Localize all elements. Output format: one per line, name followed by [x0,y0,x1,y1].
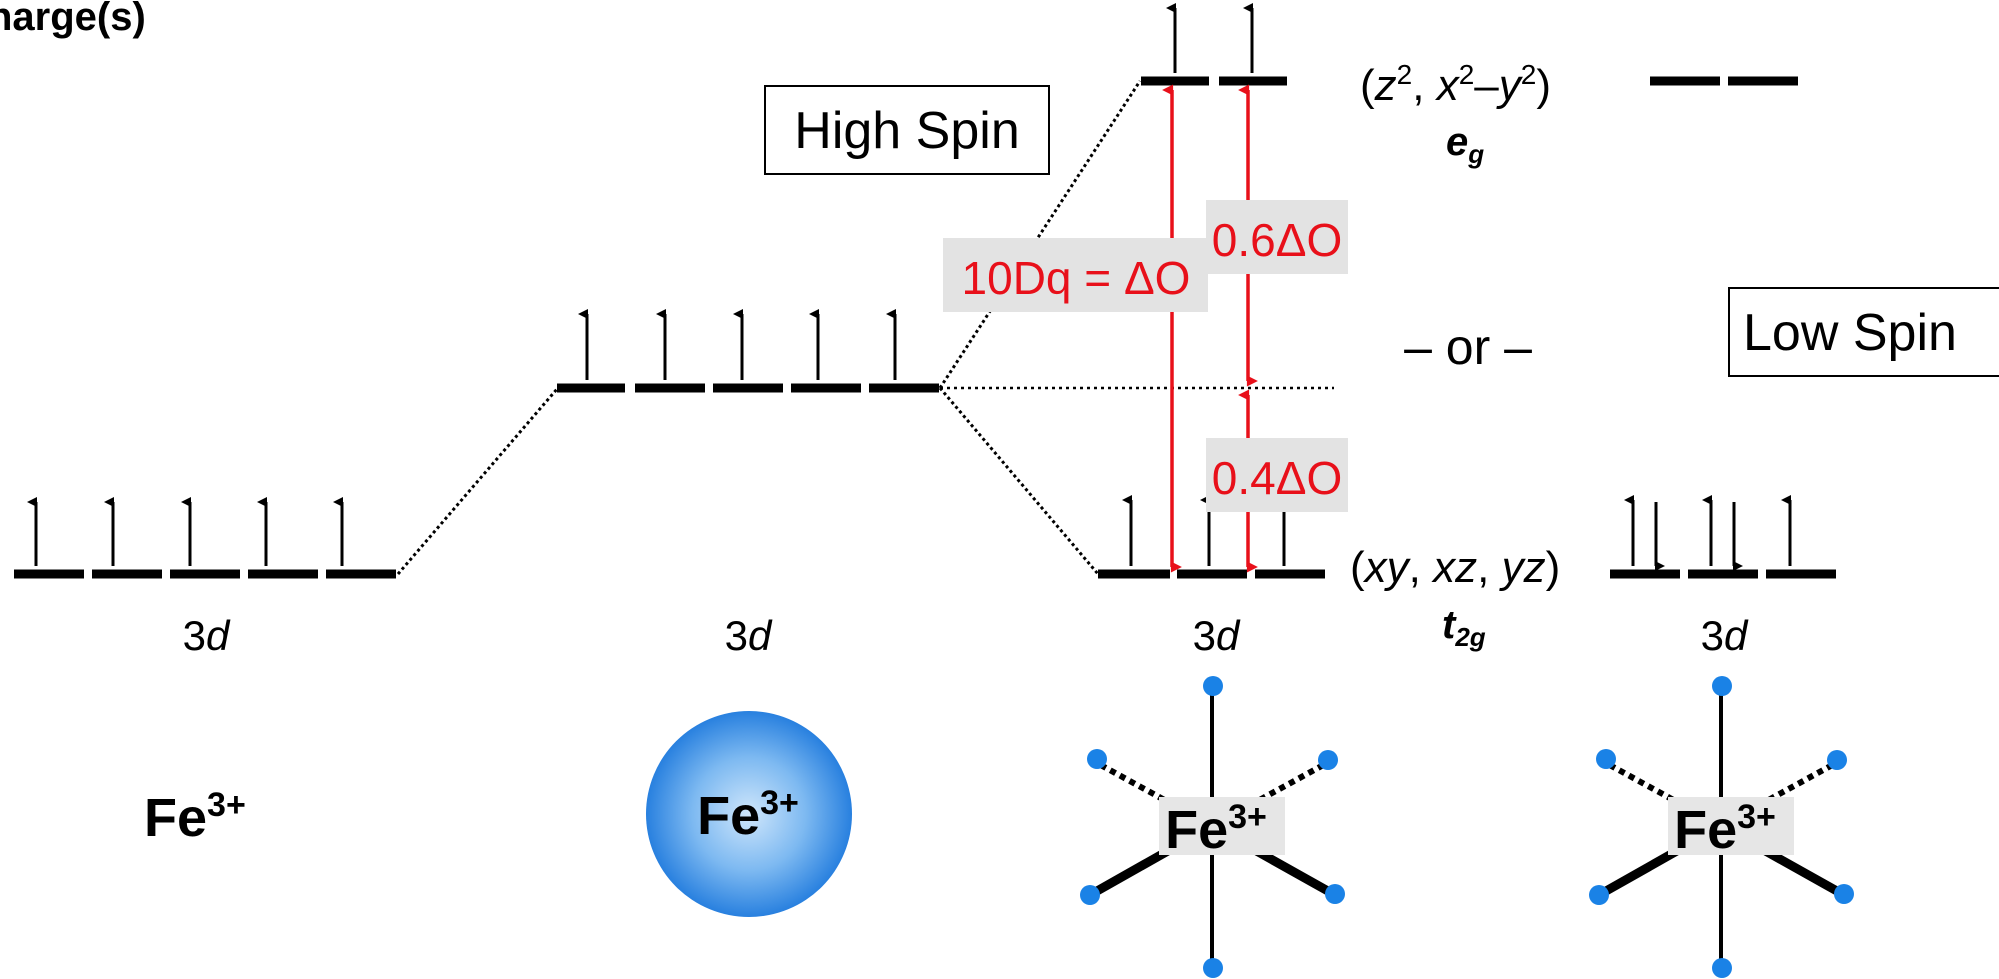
ligand [1712,676,1732,696]
level-labels: 3d 3d 3d 3d [183,612,1749,659]
delta-o-label: 10Dq = ΔO [943,238,1208,312]
spherical-field-sphere [646,711,852,917]
octahedral-complex-high-spin: Fe3+ [1080,676,1345,978]
metal-center-bg [1668,797,1794,855]
connector-line-eg [938,80,1142,389]
t2g-symbol: t2g [1442,603,1486,652]
eg-electrons-high-spin [1166,3,1254,73]
low-spin-label: Low Spin [1743,304,1957,362]
connector-line-t2g [938,387,1100,575]
ligand [1087,749,1107,769]
t2g-electrons-low-spin [1624,495,1792,571]
level-label-3d: 3d [1701,612,1749,659]
delta-06-label: 0.6ΔO [1206,200,1348,274]
high-spin-label: High Spin [794,102,1019,160]
delta-04-label: 0.4ΔO [1206,438,1348,512]
free-ion-label: Fe3+ [144,786,246,848]
spherical-ion: Fe3+ [646,711,852,917]
ligand [1827,750,1847,770]
ligand [1080,885,1100,905]
octahedral-complex-low-spin: Fe3+ [1589,676,1854,978]
low-spin-box: Low Spin [1728,287,1999,377]
ligand [1712,958,1732,978]
page-title: harge(s) [0,0,146,39]
metal-center-bg [1159,797,1285,855]
t2g-label: (xy, xz, yz) t2g [1350,543,1560,652]
ligand [1834,884,1854,904]
delta-04-text: 0.4ΔO [1212,452,1342,504]
delta-o-text: 10Dq = ΔO [962,252,1191,304]
eg-symbol: eg [1446,120,1484,169]
ligand [1589,885,1609,905]
free-ion-electrons [27,497,344,566]
level-label-3d: 3d [725,612,773,659]
connector-line [396,388,559,575]
ligand [1203,958,1223,978]
octahedral-ion-label: Fe3+ [1165,798,1267,860]
high-spin-box: High Spin [764,85,1050,175]
level-label-3d: 3d [183,612,231,659]
eg-label: (z2, x2–y2) eg [1360,59,1551,169]
or-separator: – or – [1404,319,1532,375]
ligand [1325,884,1345,904]
ligand [1318,750,1338,770]
eg-orbitals-text: (z2, x2–y2) [1360,59,1551,110]
ligand [1596,749,1616,769]
t2g-orbitals-text: (xy, xz, yz) [1350,543,1560,592]
octahedral-ion-label: Fe3+ [1674,798,1776,860]
spherical-ion-label: Fe3+ [697,784,799,846]
level-label-3d: 3d [1193,612,1241,659]
delta-06-text: 0.6ΔO [1212,214,1342,266]
ligand [1203,676,1223,696]
spherical-field-electrons [578,309,897,380]
